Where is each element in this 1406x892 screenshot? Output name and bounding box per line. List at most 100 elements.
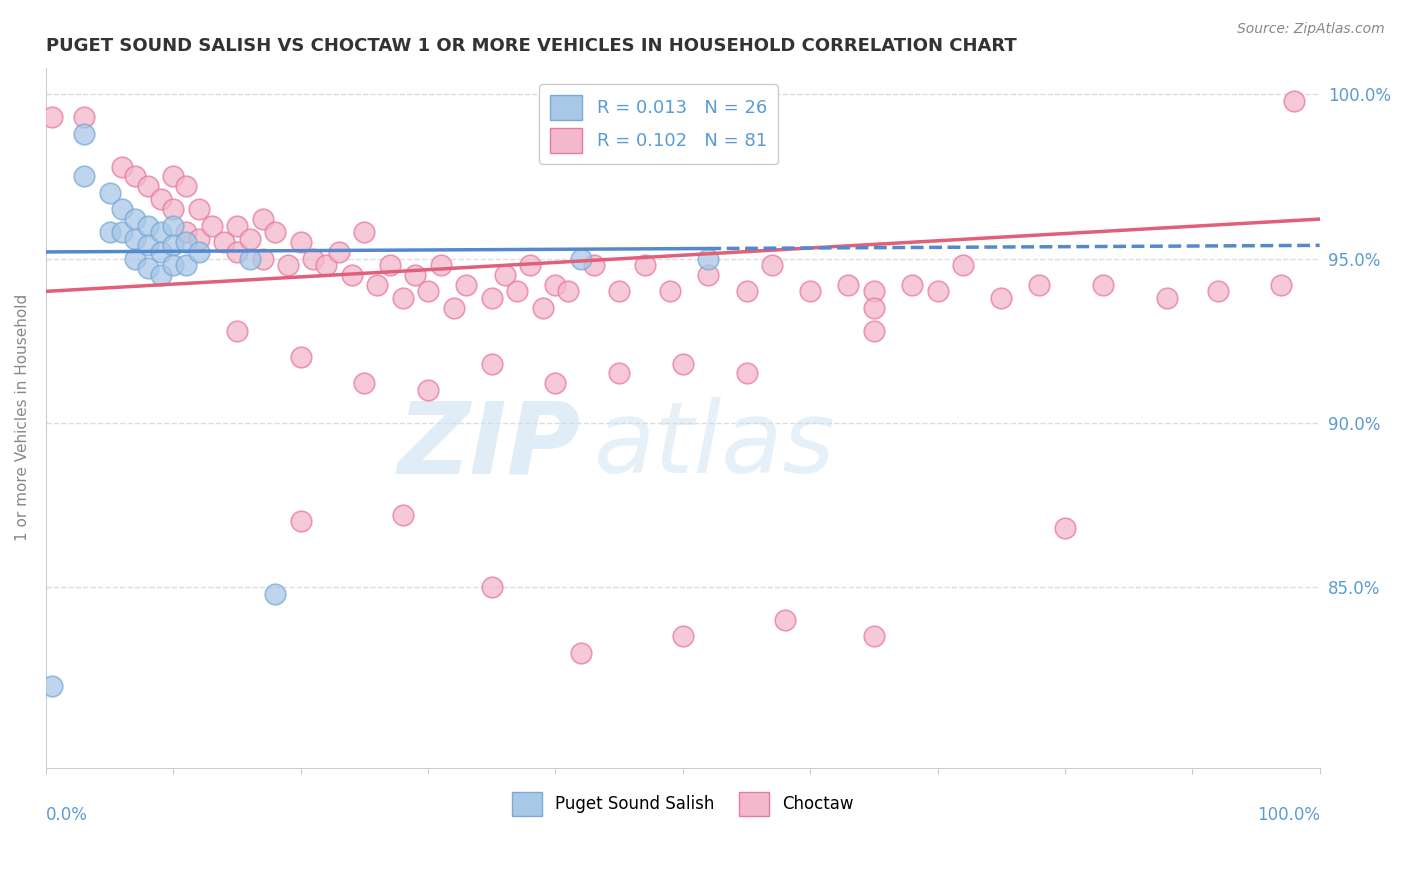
Point <box>226 244 249 259</box>
Point <box>799 285 821 299</box>
Point <box>761 258 783 272</box>
Point <box>111 202 134 217</box>
Point <box>149 225 172 239</box>
Point <box>837 277 859 292</box>
Point <box>544 277 567 292</box>
Point <box>1053 521 1076 535</box>
Point <box>136 179 159 194</box>
Point <box>200 219 222 233</box>
Point <box>735 367 758 381</box>
Point <box>416 383 439 397</box>
Point <box>187 244 209 259</box>
Point <box>73 169 96 184</box>
Legend: Puget Sound Salish, Choctaw: Puget Sound Salish, Choctaw <box>505 786 860 822</box>
Point <box>41 679 63 693</box>
Point <box>863 629 886 643</box>
Point <box>239 252 262 266</box>
Point <box>162 202 184 217</box>
Point <box>162 238 184 252</box>
Point <box>98 225 121 239</box>
Point <box>519 258 541 272</box>
Point <box>353 376 375 391</box>
Point <box>990 291 1012 305</box>
Point <box>863 285 886 299</box>
Point <box>290 350 312 364</box>
Point <box>607 367 630 381</box>
Point <box>391 508 413 522</box>
Point <box>378 258 401 272</box>
Point <box>98 186 121 200</box>
Text: 100.0%: 100.0% <box>1257 806 1320 824</box>
Point <box>315 258 337 272</box>
Point <box>1156 291 1178 305</box>
Point <box>328 244 350 259</box>
Point <box>569 646 592 660</box>
Point <box>1092 277 1115 292</box>
Text: ZIP: ZIP <box>398 397 581 494</box>
Point <box>264 586 287 600</box>
Point <box>1028 277 1050 292</box>
Text: atlas: atlas <box>593 397 835 494</box>
Point <box>531 301 554 315</box>
Point <box>430 258 453 272</box>
Point <box>252 212 274 227</box>
Point <box>302 252 325 266</box>
Point <box>252 252 274 266</box>
Point <box>340 268 363 282</box>
Point <box>124 232 146 246</box>
Point <box>174 258 197 272</box>
Point <box>149 268 172 282</box>
Point <box>149 193 172 207</box>
Point <box>697 252 720 266</box>
Point <box>481 357 503 371</box>
Point <box>391 291 413 305</box>
Y-axis label: 1 or more Vehicles in Household: 1 or more Vehicles in Household <box>15 294 30 541</box>
Point <box>187 202 209 217</box>
Point <box>162 169 184 184</box>
Point <box>174 225 197 239</box>
Point <box>773 613 796 627</box>
Point <box>863 301 886 315</box>
Point <box>443 301 465 315</box>
Point <box>416 285 439 299</box>
Point <box>901 277 924 292</box>
Point <box>73 127 96 141</box>
Point <box>353 225 375 239</box>
Point <box>404 268 426 282</box>
Point <box>544 376 567 391</box>
Point <box>1270 277 1292 292</box>
Point <box>672 357 695 371</box>
Point <box>927 285 949 299</box>
Text: Source: ZipAtlas.com: Source: ZipAtlas.com <box>1237 22 1385 37</box>
Point <box>481 291 503 305</box>
Point <box>73 110 96 124</box>
Point <box>162 219 184 233</box>
Text: 0.0%: 0.0% <box>46 806 87 824</box>
Point <box>1282 94 1305 108</box>
Point <box>264 225 287 239</box>
Point <box>494 268 516 282</box>
Point <box>557 285 579 299</box>
Point <box>863 324 886 338</box>
Point <box>136 261 159 276</box>
Point <box>136 219 159 233</box>
Point <box>124 169 146 184</box>
Point <box>1206 285 1229 299</box>
Point <box>174 179 197 194</box>
Point <box>111 225 134 239</box>
Point <box>226 324 249 338</box>
Point <box>187 232 209 246</box>
Point <box>277 258 299 272</box>
Point <box>633 258 655 272</box>
Point <box>290 514 312 528</box>
Point <box>582 258 605 272</box>
Point <box>506 285 529 299</box>
Point <box>124 252 146 266</box>
Point <box>149 244 172 259</box>
Point <box>366 277 388 292</box>
Point <box>162 258 184 272</box>
Point <box>41 110 63 124</box>
Point <box>239 232 262 246</box>
Point <box>136 238 159 252</box>
Point <box>672 629 695 643</box>
